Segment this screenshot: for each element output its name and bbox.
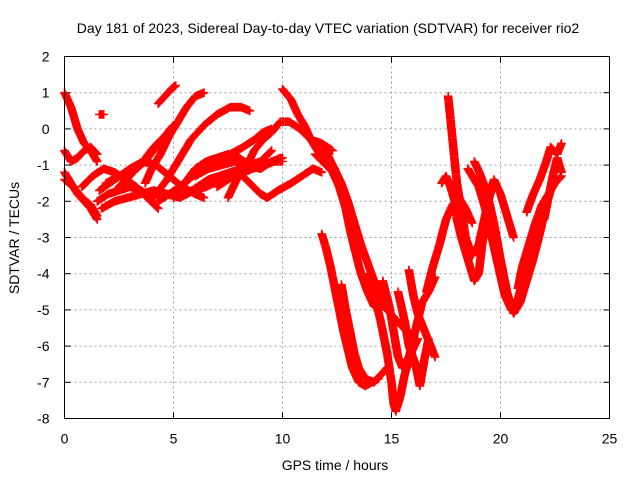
y-tick-label: -5 — [37, 302, 50, 318]
data-point-markers — [393, 287, 433, 391]
y-tick-labels: -8 -7 -6 -5 -4 -3 -2 -1 0 1 2 — [37, 49, 50, 427]
y-tick-label: 0 — [42, 121, 50, 137]
x-tick-label: 15 — [384, 431, 400, 447]
series-track-13 — [153, 81, 180, 108]
y-tick-label: -1 — [37, 157, 50, 173]
data-point-markers — [539, 153, 566, 224]
series-track-5 — [95, 110, 108, 119]
series-track-25 — [337, 280, 392, 387]
x-tick-label: 5 — [170, 431, 178, 447]
chart-title: Day 181 of 2023, Sidereal Day-to-day VTE… — [77, 20, 580, 36]
data-points — [60, 81, 566, 416]
x-tick-label: 10 — [275, 431, 291, 447]
data-point-markers — [337, 280, 392, 387]
y-tick-label: -8 — [37, 411, 50, 427]
y-tick-label: -6 — [37, 338, 50, 354]
x-tick-label: 20 — [493, 431, 509, 447]
x-tick-labels: 0 5 10 15 20 25 — [61, 431, 618, 447]
series-track-37 — [539, 153, 566, 224]
data-point-markers — [223, 117, 337, 202]
y-tick-label: 1 — [42, 85, 50, 101]
series-track-12 — [140, 88, 209, 188]
data-point-markers — [140, 88, 209, 188]
series-track-20 — [223, 117, 337, 202]
series-track-28 — [393, 287, 433, 391]
x-axis-label: GPS time / hours — [282, 457, 389, 473]
y-tick-label: -4 — [37, 266, 50, 282]
data-point-markers — [522, 139, 566, 217]
series-track-36 — [522, 139, 566, 217]
data-point-markers — [153, 81, 180, 108]
data-point-markers — [151, 102, 255, 199]
x-tick-label: 25 — [602, 431, 618, 447]
series-track-24 — [317, 229, 383, 391]
data-point-markers — [404, 265, 440, 362]
y-tick-label: 2 — [42, 49, 50, 65]
y-tick-label: -7 — [37, 374, 50, 390]
series-track-14 — [151, 102, 255, 199]
data-point-markers — [317, 229, 383, 391]
y-axis-label: SDTVAR / TECUs — [6, 182, 22, 294]
data-point-markers — [95, 110, 108, 119]
series-track-29 — [404, 265, 440, 362]
x-tick-label: 0 — [61, 431, 69, 447]
y-tick-label: -2 — [37, 193, 50, 209]
plot-frame — [64, 56, 610, 419]
y-tick-label: -3 — [37, 230, 50, 246]
